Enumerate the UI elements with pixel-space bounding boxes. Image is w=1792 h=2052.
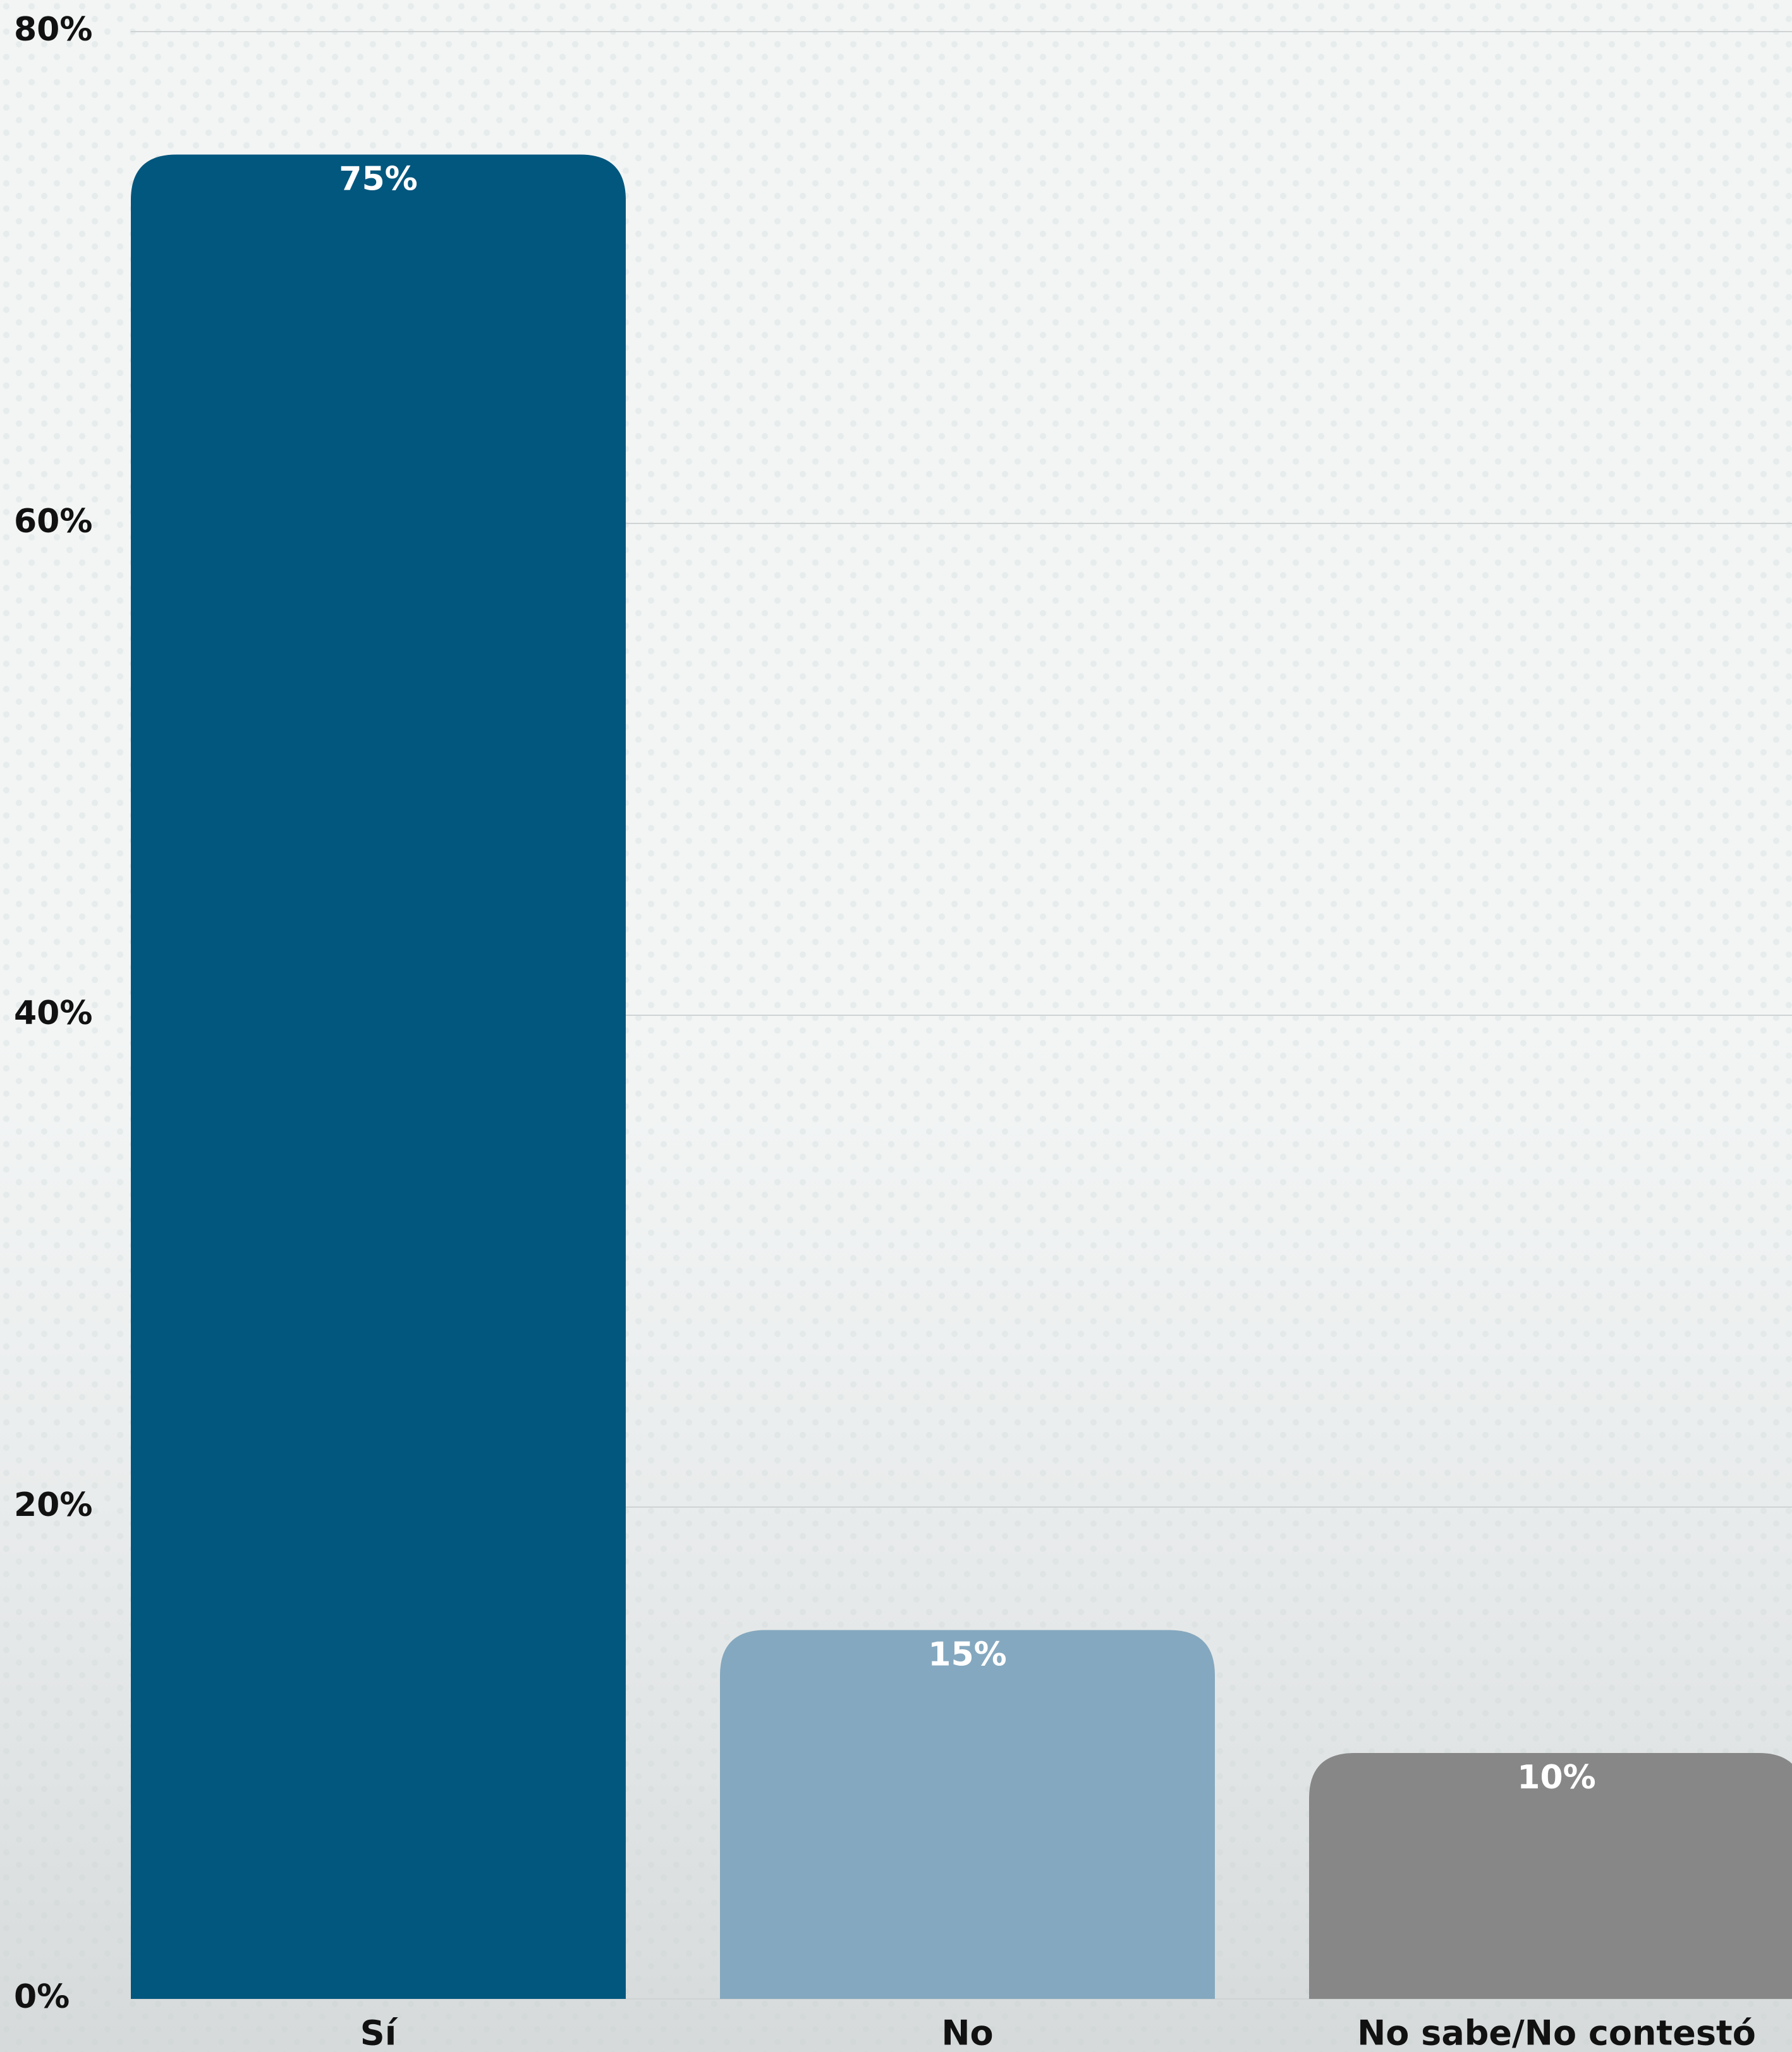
x-tick-label: No sabe/No contestó [1357, 2013, 1756, 2052]
y-tick-label: 20% [14, 1486, 92, 1524]
bar [131, 154, 626, 1999]
data-label: 75% [339, 161, 417, 198]
bar [1309, 1753, 1792, 1999]
y-tick-label: 60% [14, 503, 92, 540]
bar [720, 1630, 1215, 1999]
y-tick-label: 80% [14, 11, 92, 49]
data-label: 15% [928, 1636, 1006, 1674]
data-label: 10% [1517, 1759, 1595, 1797]
y-tick-label: 0% [14, 1978, 70, 2016]
y-tick-label: 40% [14, 994, 92, 1032]
x-tick-label: Sí [360, 2013, 398, 2052]
x-tick-label: No [941, 2013, 993, 2052]
